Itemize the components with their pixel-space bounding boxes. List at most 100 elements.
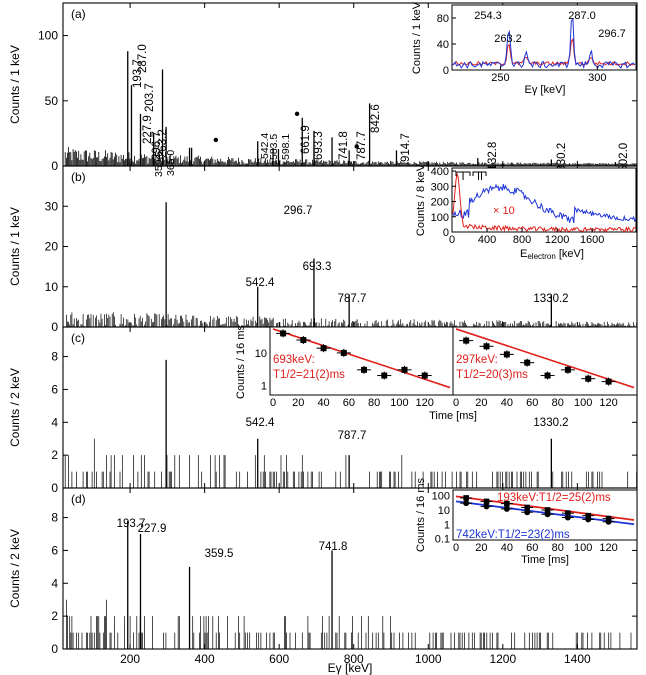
decay-inset-c2: 297keV: T1/2=20(3)ms 0 20 40 60 80 100 120: [452, 326, 638, 409]
data-point: [605, 518, 612, 525]
inset-x-axis-label: Time [ms]: [521, 554, 569, 566]
x-tick-label: 1000: [415, 652, 442, 666]
peak-label: 193.7: [117, 518, 146, 530]
data-point: [524, 509, 531, 516]
peak-label: 842.6: [370, 104, 382, 133]
peak-label: 263.2: [157, 129, 169, 158]
inset-peak-label: 287.0: [568, 10, 596, 22]
inset-x-tick-label: 250: [491, 72, 509, 84]
data-point: [300, 337, 307, 344]
data-point: [320, 345, 327, 352]
peak-label: 741.8: [319, 541, 348, 553]
peak-label: 598.1: [280, 134, 292, 160]
inset-x-tick-label: 120: [599, 397, 617, 409]
inset-y-axis-label: Counts / 1 keV: [411, 1, 423, 74]
data-point: [361, 366, 368, 373]
y-axis-label: Counts / 1 keV: [8, 45, 22, 124]
x-tick-label: 1200: [489, 652, 516, 666]
inset-x-tick-label: 300: [588, 72, 606, 84]
inset-x-tick-label: 100: [574, 542, 592, 554]
peak-label: 741.8: [338, 131, 350, 160]
factor-label: × 10: [493, 205, 515, 217]
peak-label: 787.7: [338, 293, 367, 305]
inset-y-tick-label: 10: [255, 348, 267, 360]
decay-energy-label: 193keV:T1/2=25(2)ms: [497, 492, 611, 504]
data-point: [463, 337, 470, 344]
inset-x-axis-label: Eγ [keV]: [525, 84, 566, 96]
inset-series-red: [452, 172, 636, 234]
data-point: [483, 503, 490, 510]
peak-label: 296.7: [151, 131, 163, 160]
inset-y-tick-label: 0.1: [435, 534, 450, 546]
data-point: [421, 372, 428, 379]
inset-x-tick-label: 80: [368, 397, 380, 409]
y-axis-label: Counts / 1 keV: [8, 207, 22, 286]
data-point: [524, 359, 531, 366]
peak-label: 661.9: [300, 125, 312, 154]
peak-label: 227.9: [142, 115, 154, 144]
data-point: [585, 375, 592, 382]
data-point: [381, 372, 388, 379]
y-tick-label: 4: [51, 576, 58, 590]
inset-frame: [451, 167, 637, 233]
region-bracket: [472, 171, 487, 176]
y-tick-label: 0: [51, 320, 58, 334]
data-point: [585, 516, 592, 523]
data-point: [463, 495, 469, 501]
peak-label: 296.7: [284, 205, 313, 217]
inset-x-tick-label: 0: [453, 397, 459, 409]
data-point: [544, 507, 551, 513]
inset-x-axis-label: Time [ms]: [429, 410, 477, 422]
y-tick-label: 20: [45, 240, 59, 254]
panel-label: (a): [71, 7, 86, 21]
inset-x-tick-label: 60: [343, 397, 355, 409]
inset-x-axis-label: Eelectron [keV]: [520, 248, 584, 261]
inset-x-tick-label: 400: [478, 234, 496, 246]
y-tick-label: 6: [51, 543, 58, 557]
inset-y-tick-label: 1: [444, 519, 450, 531]
data-point: [585, 512, 592, 519]
spectrum-background: [66, 599, 632, 649]
inset-y-tick-label: 100: [432, 491, 450, 503]
inset-x-tick-label: 60: [526, 542, 538, 554]
inset-y-tick-label: 80: [437, 13, 449, 25]
data-point: [401, 366, 408, 373]
inset-x-tick-label: 40: [317, 397, 329, 409]
peak-label: 583.5: [268, 134, 280, 160]
peak-label: 203.7: [144, 83, 156, 112]
marker-dot: [354, 144, 359, 149]
inset-y-tick-label: 400: [431, 166, 449, 178]
inset-x-tick-label: 60: [526, 397, 538, 409]
inset-x-tick-label: 120: [599, 542, 617, 554]
inset-x-tick-label: 0: [453, 542, 459, 554]
data-point: [544, 511, 551, 518]
inset-y-axis-label: Counts / 8 keV: [415, 163, 427, 236]
inset-x-tick-label: 1200: [545, 234, 569, 246]
peak-label: 787.7: [356, 131, 368, 160]
inset-y-tick-label: 200: [431, 197, 449, 209]
x-tick-label: 600: [269, 652, 289, 666]
data-point: [605, 378, 612, 385]
decay-inset-c1: 693keV: T1/2=21(2)ms 0 20 40 60 80 100 120 10 1 Cou…: [235, 325, 477, 422]
y-tick-label: 100: [38, 29, 58, 43]
inset-y-tick-label: 10: [438, 505, 450, 517]
plot-frame: [62, 487, 638, 650]
y-tick-label: 4: [51, 415, 58, 429]
inset-y-tick-label: 300: [431, 181, 449, 193]
data-point: [463, 500, 470, 507]
inset-x-tick-label: 0: [270, 397, 276, 409]
inset-x-tick-label: 20: [475, 397, 487, 409]
peak-label: 542.4: [246, 417, 275, 429]
peak-label: 227.9: [138, 523, 167, 535]
marker-dot: [213, 137, 219, 143]
y-tick-label: 6: [51, 382, 58, 396]
inset-y-axis-label: Counts / 16 ms: [415, 478, 427, 552]
data-point: [504, 500, 510, 507]
peak-label: 359.5: [205, 548, 234, 560]
peak-label: 365.0: [165, 150, 177, 176]
half-life-label: T1/2=21(2)ms: [273, 369, 345, 381]
peak-label: 693.3: [313, 131, 325, 160]
data-point: [564, 366, 571, 373]
x-tick-label: 1400: [564, 652, 591, 666]
